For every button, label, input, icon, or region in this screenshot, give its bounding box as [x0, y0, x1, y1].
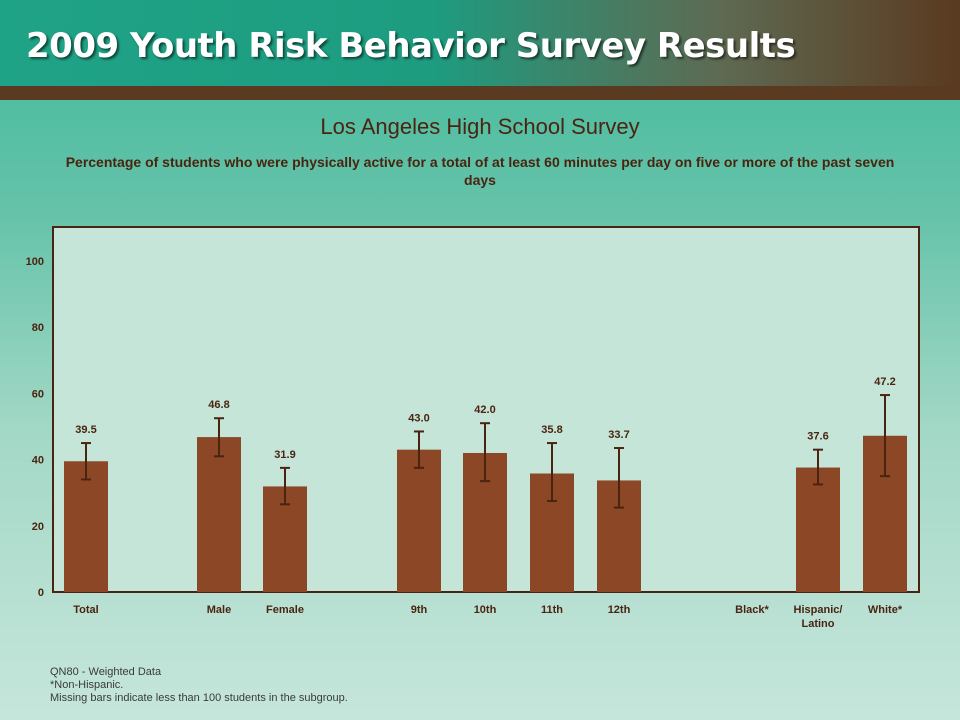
footnotes: QN80 - Weighted Data *Non-Hispanic. Miss… [50, 666, 348, 705]
bar [796, 467, 840, 592]
data-label: 35.8 [541, 424, 562, 436]
data-label: 33.7 [608, 429, 629, 441]
x-tick-label: Total [73, 604, 98, 616]
x-tick-label: Male [207, 604, 231, 616]
footnote-non-hispanic: *Non-Hispanic. [50, 679, 124, 691]
footnote-data-source: QN80 - Weighted Data [50, 666, 162, 678]
data-label: 42.0 [474, 404, 495, 416]
x-tick-label: White* [868, 604, 903, 616]
bar [397, 449, 441, 592]
x-tick-label: 12th [608, 604, 631, 616]
y-tick-label: 40 [32, 455, 44, 467]
y-tick-label: 100 [26, 256, 44, 268]
title-banner [0, 0, 960, 86]
x-tick-label: 10th [474, 604, 497, 616]
data-label: 46.8 [208, 399, 229, 411]
bar [64, 461, 108, 592]
data-label: 43.0 [408, 412, 429, 424]
data-label: 39.5 [75, 424, 96, 436]
x-tick-label: 9th [411, 604, 428, 616]
data-label: 47.2 [874, 376, 895, 388]
data-label: 37.6 [807, 431, 828, 443]
y-tick-label: 20 [32, 521, 44, 533]
banner-rule [0, 86, 960, 100]
y-tick-label: 60 [32, 388, 44, 400]
x-tick-label: Hispanic/Latino [794, 604, 843, 630]
footnote-missing-bars: Missing bars indicate less than 100 stud… [50, 692, 348, 704]
x-tick-label: 11th [541, 604, 563, 616]
chart-subtitle: Percentage of students who were physical… [65, 154, 895, 188]
y-tick-label: 80 [32, 322, 44, 334]
banner-title: 2009 Youth Risk Behavior Survey Results [26, 26, 796, 66]
bar [197, 437, 241, 592]
data-label: 31.9 [274, 449, 295, 461]
chart-title: Los Angeles High School Survey [320, 114, 640, 139]
x-tick-label: Female [266, 604, 304, 616]
x-tick-label: Black* [735, 604, 769, 616]
y-tick-label: 0 [38, 587, 44, 599]
